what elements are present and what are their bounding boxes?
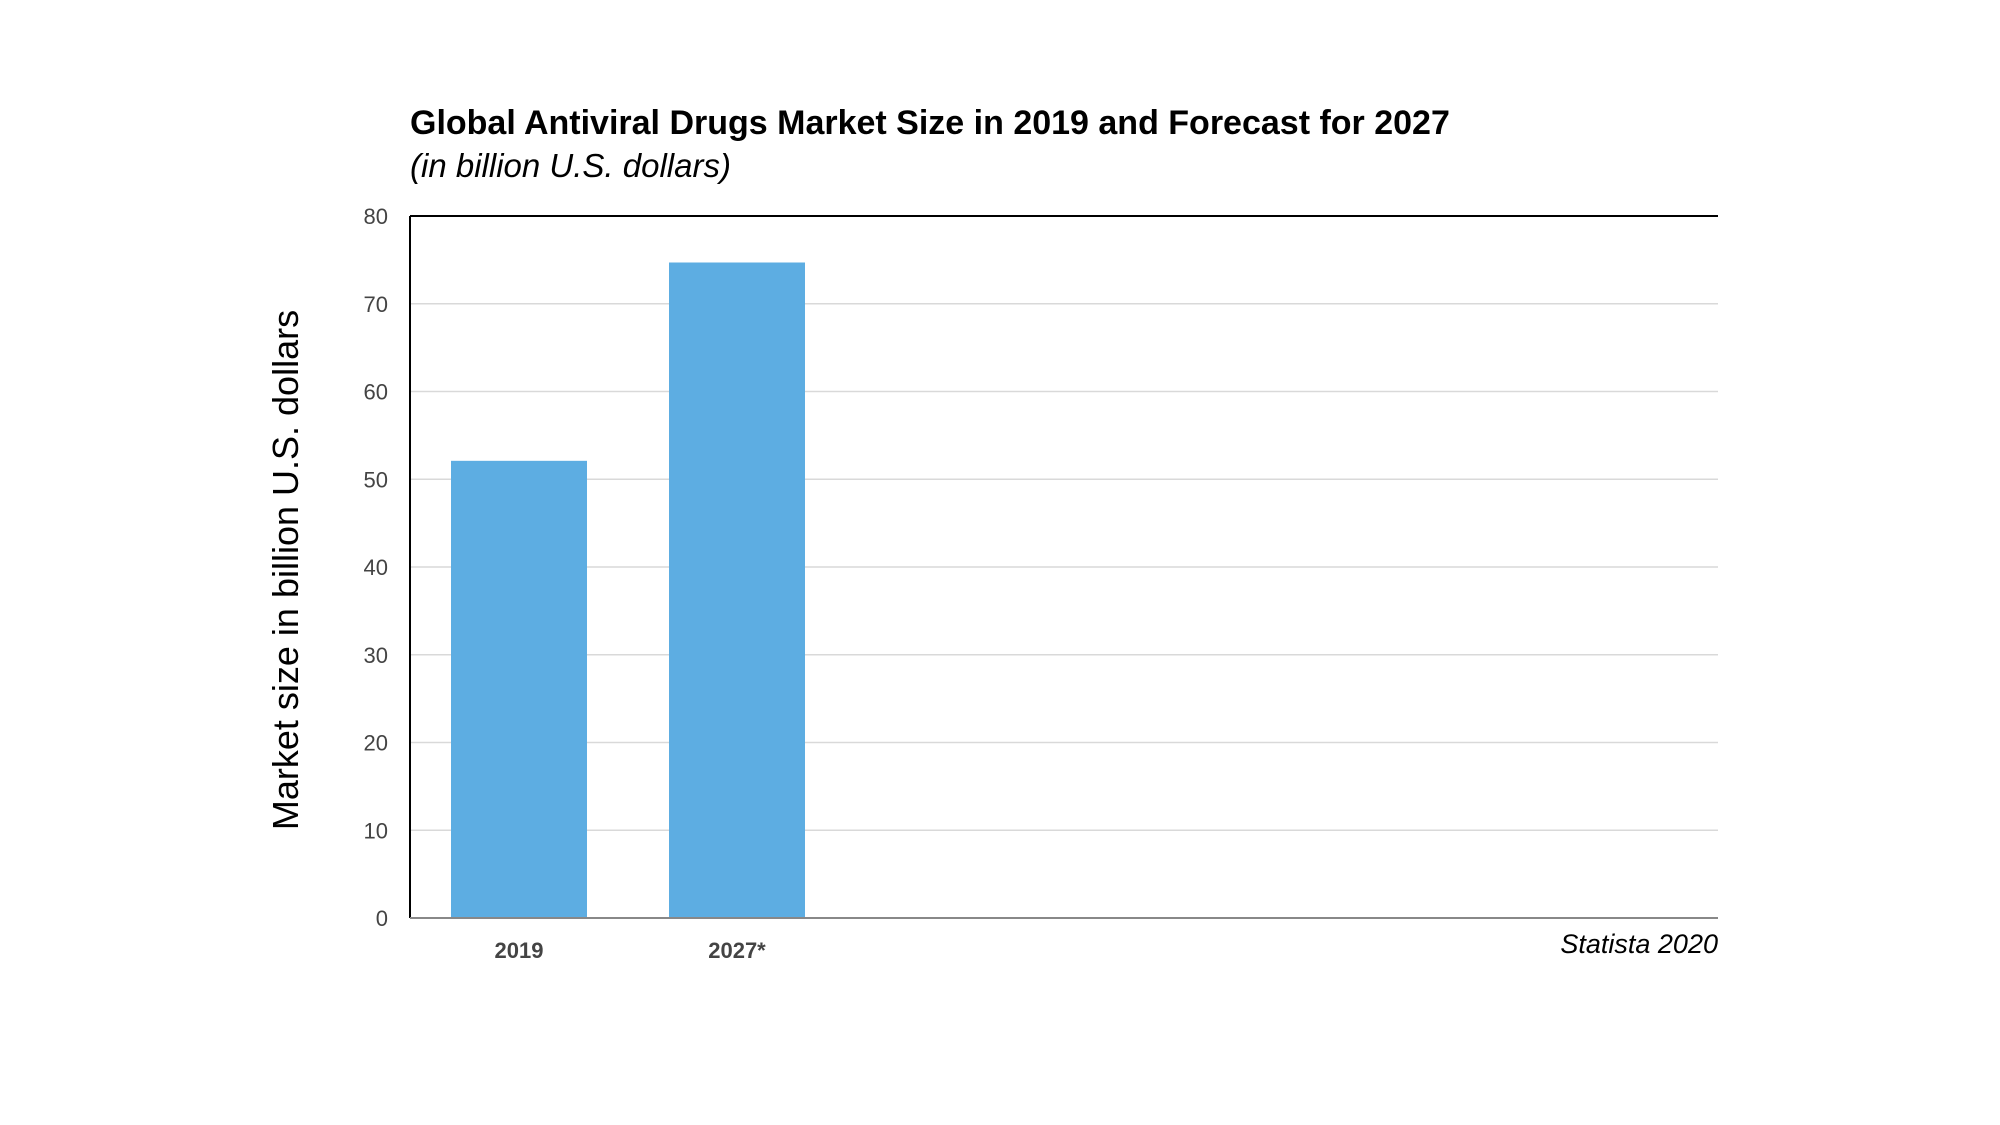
y-tick-label: 70: [364, 292, 388, 317]
x-tick-label: 2019: [495, 938, 544, 963]
y-tick-label: 10: [364, 818, 388, 843]
y-tick-label: 60: [364, 380, 388, 405]
y-tick-label: 20: [364, 731, 388, 756]
y-axis-label: Market size in billion U.S. dollars: [265, 310, 306, 830]
y-tick-label: 40: [364, 555, 388, 580]
gridlines: [410, 303, 1718, 831]
source-label: Statista 2020: [1560, 929, 1718, 959]
y-tick-label: 30: [364, 643, 388, 668]
bar-2027: [669, 262, 805, 918]
x-tick-label: 2027*: [708, 938, 766, 963]
y-axis-ticks: 0 10 20 30 40 50 60 70 80: [364, 204, 388, 931]
y-tick-label: 0: [376, 906, 388, 931]
y-tick-label: 80: [364, 204, 388, 229]
chart-subtitle: (in billion U.S. dollars): [410, 147, 731, 184]
bars: [451, 262, 805, 918]
chart-title: Global Antiviral Drugs Market Size in 20…: [410, 104, 1450, 142]
bar-2019: [451, 460, 587, 918]
x-axis-ticks: 2019 2027*: [495, 938, 767, 963]
y-tick-label: 50: [364, 467, 388, 492]
